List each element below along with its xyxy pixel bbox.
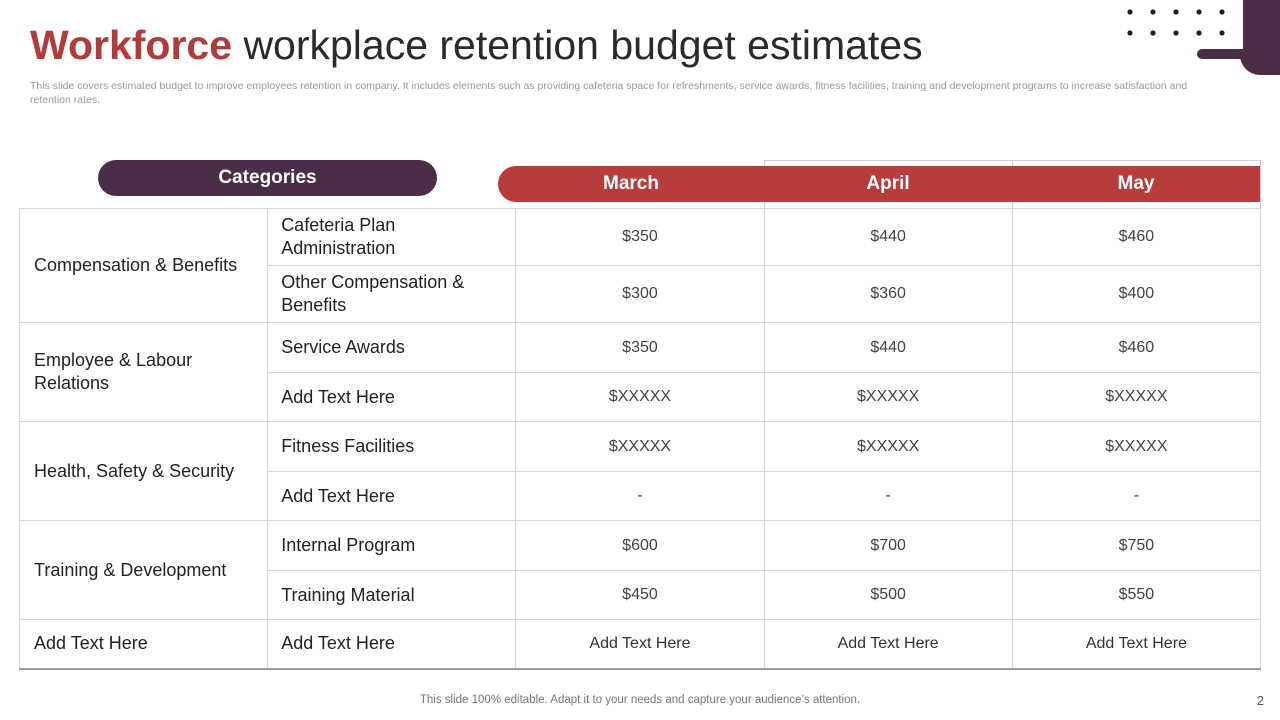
decorative-dots-graphic <box>1127 0 1280 75</box>
value-cell: $500 <box>763 570 1013 620</box>
month-march: March <box>603 173 659 194</box>
item-cell: Add Text Here <box>267 471 517 521</box>
value-cell: $XXXXX <box>763 372 1013 422</box>
item-cell: Cafeteria Plan Administration <box>267 208 517 266</box>
value-cell: $350 <box>515 322 765 373</box>
title-accent: Workforce <box>30 22 233 68</box>
value-cell: $440 <box>763 208 1013 266</box>
slide-title: Workforce workplace retention budget est… <box>30 22 923 69</box>
value-cell: - <box>515 471 765 521</box>
value-cell: $450 <box>515 570 765 620</box>
value-cell: $XXXXX <box>515 372 765 422</box>
page-number: 2 <box>1256 693 1264 708</box>
month-april: April <box>866 173 910 194</box>
value-cell: $350 <box>515 208 765 266</box>
value-cell: $XXXXX <box>515 421 765 472</box>
slide-subtitle: This slide covers estimated budget to im… <box>30 80 1188 106</box>
value-cell: $700 <box>763 520 1013 571</box>
title-rest: workplace retention budget estimates <box>243 22 923 68</box>
value-cell: $400 <box>1011 265 1262 323</box>
month-may: May <box>1117 173 1155 194</box>
category-cell: Compensation & Benefits <box>18 208 269 323</box>
header-divider <box>1260 160 1261 208</box>
value-cell: Add Text Here <box>515 619 765 670</box>
item-cell: Add Text Here <box>267 372 517 422</box>
value-cell: $300 <box>515 265 765 323</box>
table-row: Compensation & Benefits Cafeteria Plan A… <box>18 208 1262 323</box>
value-cell: $360 <box>763 265 1013 323</box>
budget-table: Compensation & Benefits Cafeteria Plan A… <box>18 208 1262 670</box>
plum-shape <box>1240 0 1280 75</box>
value-cell: Add Text Here <box>1011 619 1262 670</box>
value-cell: $460 <box>1011 322 1262 373</box>
plum-dot <box>1197 49 1207 59</box>
item-cell: Service Awards <box>267 322 517 373</box>
item-cell: Training Material <box>267 570 517 620</box>
table-row: Training Material $450 $500 $550 <box>20 570 1262 620</box>
value-cell: Add Text Here <box>763 619 1013 670</box>
item-cell: Internal Program <box>267 520 517 571</box>
plum-bar <box>1198 49 1248 59</box>
value-cell: $XXXXX <box>1011 421 1262 472</box>
categories-header: Categories <box>98 160 437 196</box>
item-cell: Other Compensation & Benefits <box>267 265 517 323</box>
table-row: Employee & Labour Relations Service Awar… <box>18 322 1262 422</box>
category-cell: Training & Development <box>18 520 269 620</box>
table-row: Add Text Here $XXXXX $XXXXX $XXXXX <box>20 372 1262 422</box>
category-cell: Health, Safety & Security <box>18 421 269 521</box>
table-row: Training & Development Internal Program … <box>18 520 1262 620</box>
month-header-bar: March April May <box>498 166 1260 202</box>
value-cell: $750 <box>1011 520 1262 571</box>
value-cell: - <box>1011 471 1262 521</box>
category-cell: Add Text Here <box>18 619 269 670</box>
item-cell: Fitness Facilities <box>267 421 517 472</box>
table-row: Add Text Here Add Text Here Add Text Her… <box>18 619 1262 670</box>
dot-grid <box>1127 9 1225 36</box>
value-cell: $440 <box>763 322 1013 373</box>
value-cell: $XXXXX <box>1011 372 1262 422</box>
footer-note: This slide 100% editable. Adapt it to yo… <box>419 694 861 706</box>
value-cell: $600 <box>515 520 765 571</box>
item-cell: Add Text Here <box>267 619 517 670</box>
value-cell: - <box>763 471 1013 521</box>
category-cell: Employee & Labour Relations <box>18 322 269 422</box>
value-cell: $XXXXX <box>763 421 1013 472</box>
value-cell: $460 <box>1011 208 1262 266</box>
table-row: Add Text Here - - - <box>20 471 1262 521</box>
value-cell: $550 <box>1011 570 1262 620</box>
table-row: Health, Safety & Security Fitness Facili… <box>18 421 1262 521</box>
